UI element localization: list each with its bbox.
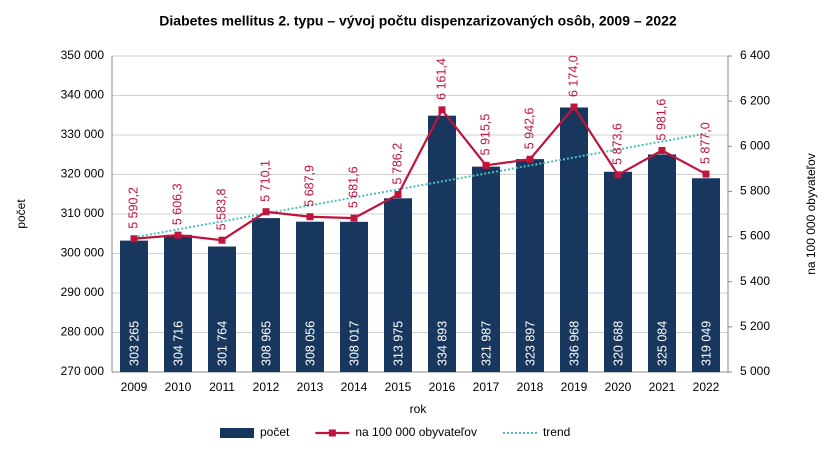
line-marker xyxy=(658,146,666,154)
x-tick-label: 2020 xyxy=(605,380,632,394)
bar-value-label: 308 017 xyxy=(347,321,361,366)
line-value-label: 6 174,0 xyxy=(566,55,580,97)
y-tick-label: 330 000 xyxy=(61,127,105,141)
y-tick-label: 290 000 xyxy=(61,285,105,299)
legend-swatch xyxy=(220,428,254,438)
line-value-label: 5 877,0 xyxy=(698,122,712,164)
trend-line xyxy=(133,132,707,239)
x-tick-label: 2015 xyxy=(385,380,412,394)
y-tick-label: 300 000 xyxy=(61,246,105,260)
line-marker xyxy=(526,155,534,163)
bar xyxy=(428,115,456,372)
y-axis-label: počet xyxy=(14,199,28,229)
bar xyxy=(252,218,280,372)
y2-tick-label: 5 400 xyxy=(740,274,770,288)
y2-tick-label: 6 400 xyxy=(740,48,770,62)
x-tick-label: 2017 xyxy=(473,380,500,394)
bar-value-label: 308 965 xyxy=(259,321,273,366)
bar-value-label: 303 265 xyxy=(127,321,141,366)
y2-tick-label: 6 200 xyxy=(740,93,770,107)
bar xyxy=(296,221,324,372)
bar xyxy=(208,246,236,372)
x-tick-label: 2009 xyxy=(121,380,148,394)
legend-label: počet xyxy=(260,425,290,439)
bar-value-label: 320 688 xyxy=(611,321,625,366)
bar xyxy=(384,198,412,372)
legend-marker xyxy=(328,429,336,437)
bar xyxy=(472,166,500,372)
bar xyxy=(120,240,148,372)
line-marker xyxy=(130,235,138,243)
line-marker xyxy=(614,171,622,179)
x-tick-label: 2019 xyxy=(561,380,588,394)
bar xyxy=(516,159,544,372)
bar-value-label: 325 084 xyxy=(655,321,669,366)
line-series xyxy=(133,105,707,242)
x-tick-label: 2010 xyxy=(165,380,192,394)
bar-value-label: 308 056 xyxy=(303,321,317,366)
y-tick-label: 320 000 xyxy=(61,167,105,181)
x-tick-label: 2012 xyxy=(253,380,280,394)
line-marker xyxy=(570,103,578,111)
x-tick-label: 2021 xyxy=(649,380,676,394)
line-value-label: 5 590,2 xyxy=(126,187,140,229)
bar xyxy=(648,154,676,372)
line-marker xyxy=(350,214,358,222)
y2-axis-label: na 100 000 obyvateľov xyxy=(804,153,818,275)
bar xyxy=(604,171,632,372)
line-marker xyxy=(174,231,182,239)
bar xyxy=(692,178,720,372)
legend-label: na 100 000 obyvateľov xyxy=(355,425,477,439)
bar-value-label: 313 975 xyxy=(391,321,405,366)
line-value-label: 5 942,6 xyxy=(522,107,536,149)
bar-value-label: 319 049 xyxy=(699,321,713,366)
line-value-label: 5 981,6 xyxy=(654,99,668,141)
line-marker xyxy=(218,236,226,244)
line-marker xyxy=(394,191,402,199)
y2-tick-label: 5 800 xyxy=(740,184,770,198)
bar-value-label: 323 897 xyxy=(523,321,537,366)
legend-label: trend xyxy=(543,425,570,439)
line-value-label: 5 915,5 xyxy=(478,114,492,156)
bar-value-label: 304 716 xyxy=(171,321,185,366)
x-tick-label: 2011 xyxy=(209,380,235,394)
x-tick-label: 2013 xyxy=(297,380,324,394)
line-marker xyxy=(262,208,270,216)
y2-tick-label: 5 200 xyxy=(740,319,770,333)
x-tick-label: 2018 xyxy=(517,380,544,394)
line-value-label: 5 687,9 xyxy=(302,165,316,207)
bar-value-label: 336 968 xyxy=(567,321,581,366)
bar-value-label: 334 893 xyxy=(435,321,449,366)
y-tick-label: 350 000 xyxy=(61,48,105,62)
chart-title: Diabetes mellitus 2. typu – vývoj počtu … xyxy=(159,13,677,29)
line-value-label: 5 873,6 xyxy=(610,123,624,165)
line-marker xyxy=(482,161,490,169)
line-marker xyxy=(306,213,314,221)
bar xyxy=(164,234,192,372)
y-tick-label: 280 000 xyxy=(61,325,105,339)
x-tick-label: 2016 xyxy=(429,380,456,394)
y-tick-label: 270 000 xyxy=(61,364,105,378)
line-value-label: 5 786,2 xyxy=(390,143,404,185)
line-marker xyxy=(438,106,446,114)
line-marker xyxy=(702,170,710,178)
line-value-label: 5 583,8 xyxy=(214,188,228,230)
bar xyxy=(560,107,588,372)
y-tick-label: 340 000 xyxy=(61,88,105,102)
y2-tick-label: 6 000 xyxy=(740,138,770,152)
x-tick-label: 2022 xyxy=(693,380,720,394)
x-axis-label: rok xyxy=(410,402,428,416)
line-value-label: 5 606,3 xyxy=(170,183,184,225)
x-tick-label: 2014 xyxy=(341,380,368,394)
line-value-label: 5 681,6 xyxy=(346,166,360,208)
y2-tick-label: 5 600 xyxy=(740,229,770,243)
y2-tick-label: 5 000 xyxy=(740,364,770,378)
bar-value-label: 301 764 xyxy=(215,321,229,366)
bar xyxy=(340,221,368,372)
bar-value-label: 321 987 xyxy=(479,321,493,366)
y-tick-label: 310 000 xyxy=(61,206,105,220)
line-value-label: 6 161,4 xyxy=(434,58,448,100)
line-value-label: 5 710,1 xyxy=(258,160,272,202)
